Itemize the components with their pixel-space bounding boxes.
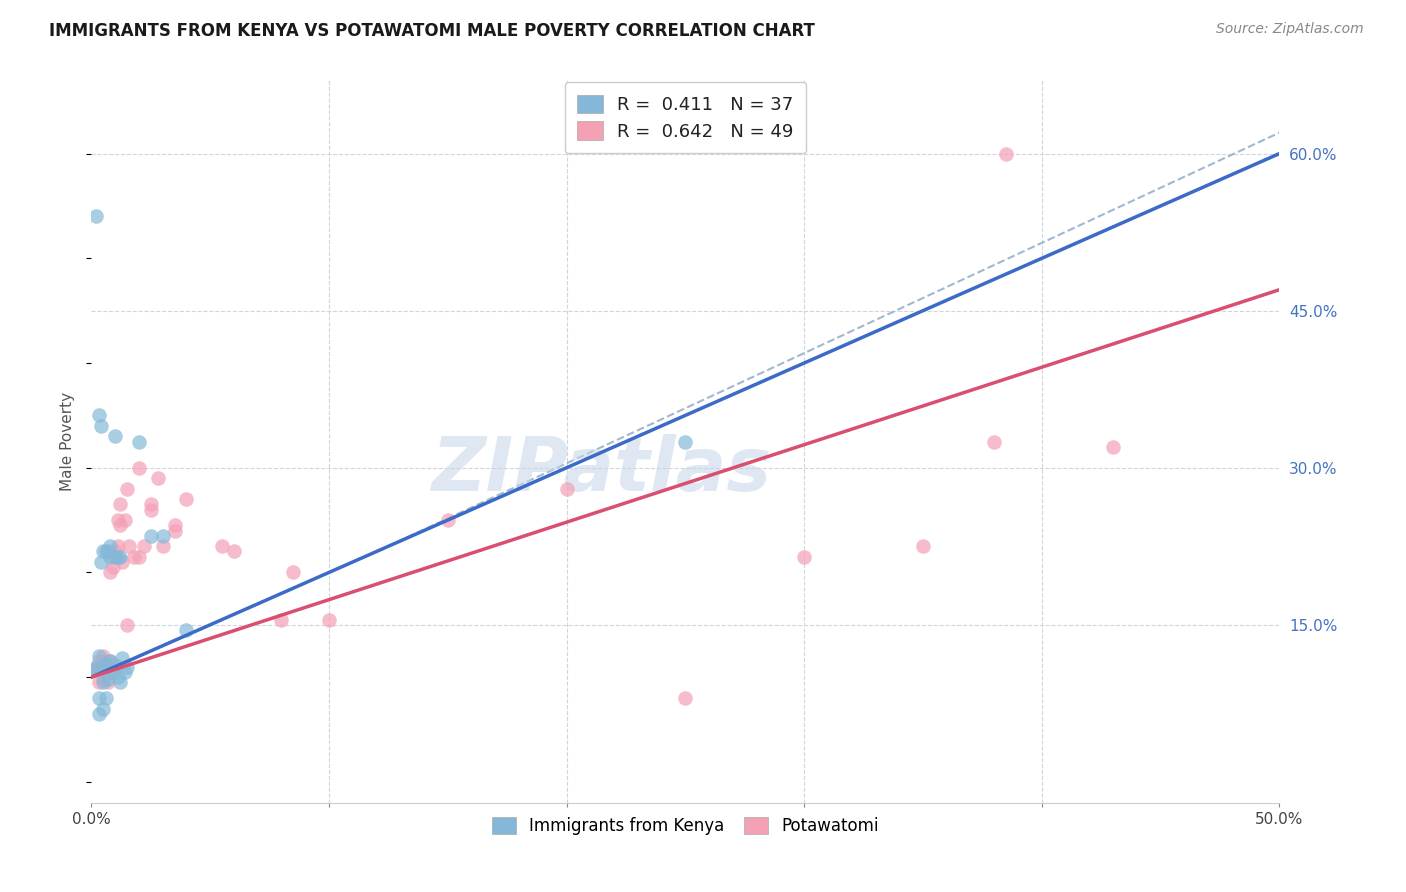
Point <box>87 655 110 669</box>
Point <box>911 539 934 553</box>
Point <box>132 539 155 553</box>
Point <box>111 651 134 665</box>
Point <box>793 549 815 564</box>
Point <box>104 657 127 672</box>
Point <box>163 518 186 533</box>
Point <box>211 539 233 553</box>
Point <box>94 659 117 673</box>
Point <box>115 482 138 496</box>
Point <box>83 663 105 677</box>
Point <box>108 675 131 690</box>
Legend: Immigrants from Kenya, Potawatomi: Immigrants from Kenya, Potawatomi <box>485 810 886 841</box>
Point <box>107 549 129 564</box>
Point <box>222 544 245 558</box>
Point <box>139 497 162 511</box>
Point <box>115 659 138 673</box>
Point <box>118 539 141 553</box>
Point <box>673 691 696 706</box>
Point <box>87 675 110 690</box>
Point <box>108 497 131 511</box>
Point <box>90 418 112 433</box>
Point <box>108 518 131 533</box>
Point <box>100 539 122 553</box>
Point <box>87 706 110 721</box>
Point <box>139 502 162 516</box>
Point <box>283 566 305 580</box>
Point <box>139 529 162 543</box>
Point <box>107 539 129 553</box>
Point <box>111 555 134 569</box>
Point <box>101 560 124 574</box>
Point <box>114 665 136 679</box>
Point <box>84 210 107 224</box>
Point <box>114 513 136 527</box>
Point <box>94 657 117 671</box>
Point <box>83 663 105 677</box>
Point <box>101 665 124 679</box>
Text: Source: ZipAtlas.com: Source: ZipAtlas.com <box>1216 22 1364 37</box>
Point <box>152 529 174 543</box>
Point <box>91 675 114 690</box>
Point <box>983 434 1005 449</box>
Point <box>84 659 107 673</box>
Point <box>91 672 114 686</box>
Point <box>115 617 138 632</box>
Point <box>90 662 112 676</box>
Point <box>107 513 129 527</box>
Point <box>91 649 114 664</box>
Point <box>104 544 127 558</box>
Point <box>91 544 114 558</box>
Point <box>94 691 117 706</box>
Point <box>108 549 131 564</box>
Point <box>97 672 120 686</box>
Point <box>97 655 120 669</box>
Point <box>270 613 292 627</box>
Text: ZIPatlas: ZIPatlas <box>432 434 772 507</box>
Point <box>87 409 110 423</box>
Point <box>104 429 127 443</box>
Point <box>673 434 696 449</box>
Point <box>995 146 1018 161</box>
Point <box>97 544 120 558</box>
Point <box>176 492 198 507</box>
Point <box>318 613 340 627</box>
Point <box>555 482 578 496</box>
Point <box>176 623 198 637</box>
Point <box>104 549 127 564</box>
Text: IMMIGRANTS FROM KENYA VS POTAWATOMI MALE POVERTY CORRELATION CHART: IMMIGRANTS FROM KENYA VS POTAWATOMI MALE… <box>49 22 815 40</box>
Point <box>97 675 120 690</box>
Point <box>122 549 145 564</box>
Point <box>1102 440 1125 454</box>
Point <box>152 539 174 553</box>
Point <box>84 662 107 676</box>
Point <box>101 665 124 679</box>
Y-axis label: Male Poverty: Male Poverty <box>60 392 76 491</box>
Point <box>94 544 117 558</box>
Point <box>436 513 458 527</box>
Point <box>128 434 150 449</box>
Point <box>163 524 186 538</box>
Point <box>100 655 122 669</box>
Point <box>91 701 114 715</box>
Point <box>100 566 122 580</box>
Point <box>100 655 122 669</box>
Point <box>128 549 150 564</box>
Point <box>104 549 127 564</box>
Point <box>146 471 169 485</box>
Point <box>128 460 150 475</box>
Point <box>100 549 122 564</box>
Point <box>87 649 110 664</box>
Point <box>107 670 129 684</box>
Point <box>90 555 112 569</box>
Point <box>90 659 112 673</box>
Point <box>87 691 110 706</box>
